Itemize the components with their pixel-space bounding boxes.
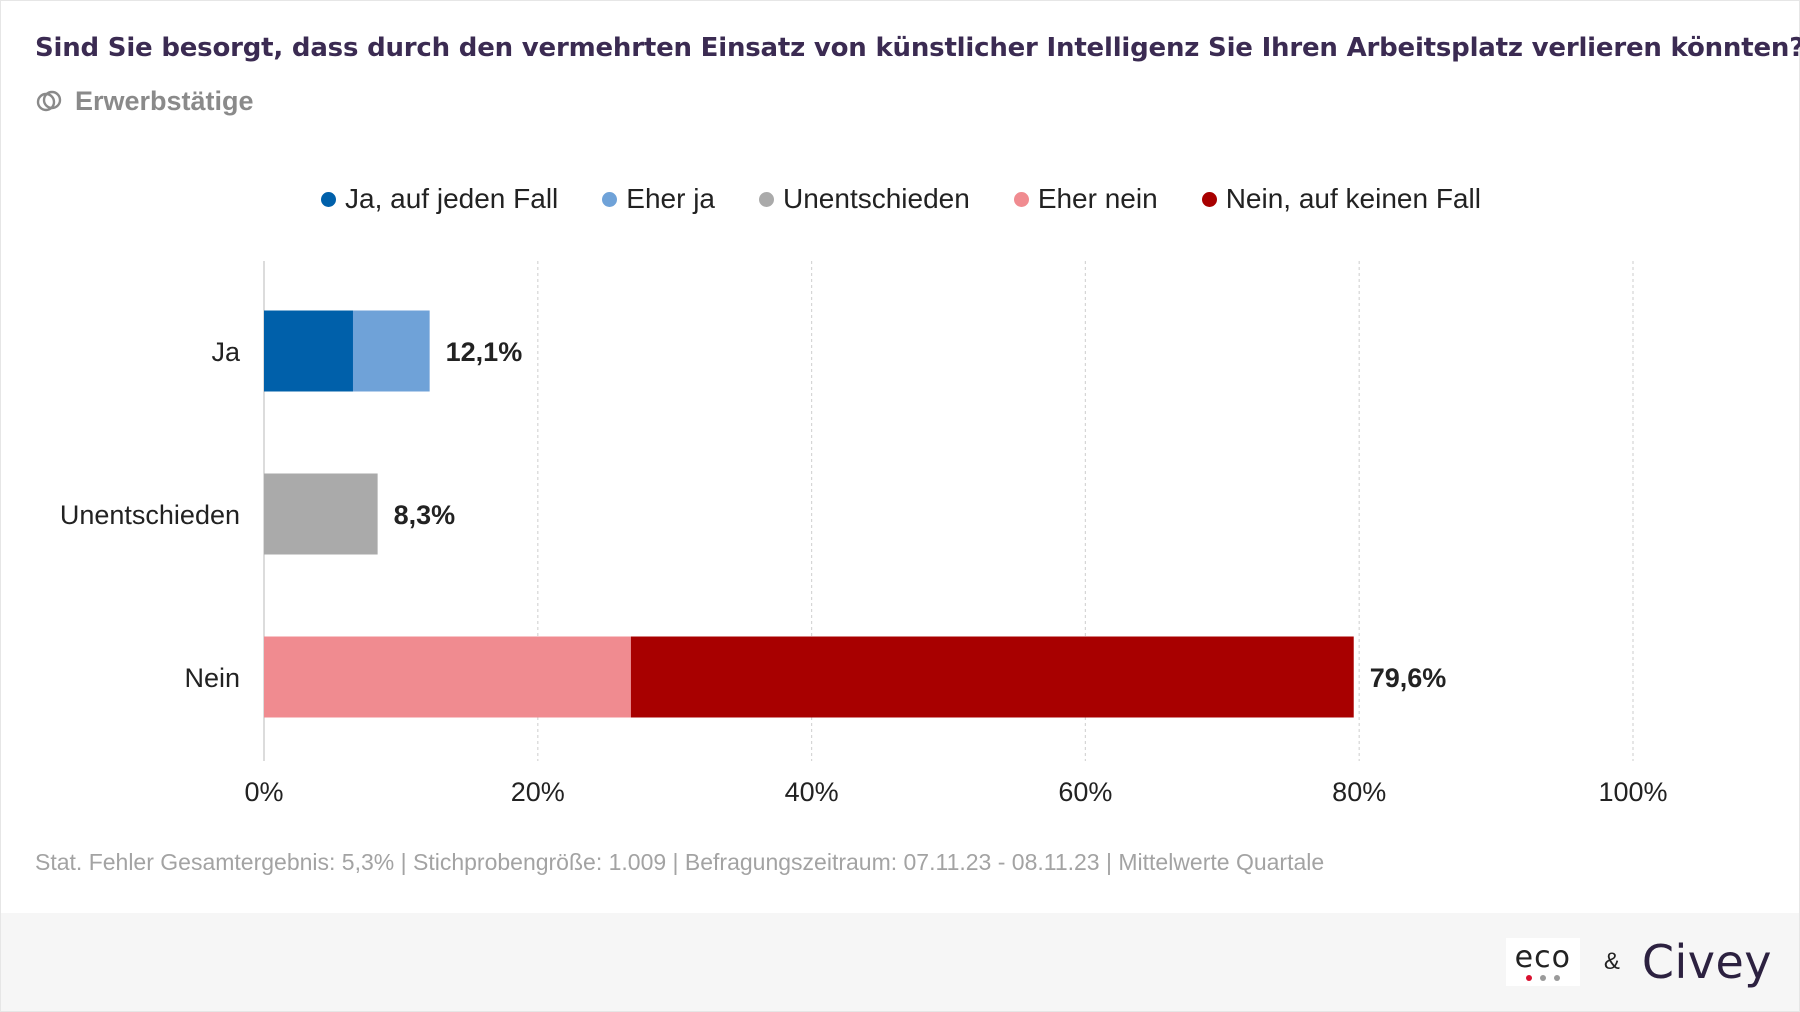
x-tick-label: 0% [244, 777, 283, 807]
x-tick-label: 60% [1058, 777, 1112, 807]
legend-label: Eher nein [1037, 183, 1158, 214]
bar-chart: 0% 20% 40% 60% 80% 100% Ja 12,1% Unentschieden 8,… [60, 261, 1668, 807]
subtitle-row: Erwerbstätige [35, 85, 254, 117]
legend-swatch [321, 191, 337, 207]
legend-swatch [1201, 191, 1217, 207]
eco-logo-text: eco [1514, 940, 1571, 975]
eco-logo-dots [1522, 975, 1564, 981]
category-label: Ja [211, 337, 241, 367]
bar-segment [630, 636, 1354, 718]
legend-label: Ja, auf jeden Fall [345, 183, 559, 214]
category-label: Nein [184, 663, 240, 693]
bar-segment [264, 636, 631, 718]
bar-segment [352, 310, 430, 392]
x-tick-label: 40% [785, 777, 839, 807]
legend-item: Nein, auf keinen Fall [1201, 183, 1481, 215]
legend-item: Eher ja [602, 183, 715, 215]
eco-logo-dot [1539, 975, 1546, 981]
eco-logo-dot [1525, 975, 1532, 981]
civey-logo: Civey [1641, 935, 1772, 989]
legend-item: Eher nein [1013, 183, 1158, 215]
legend-swatch [602, 191, 618, 207]
data-label: 12,1% [446, 337, 523, 367]
bar-segment [264, 310, 353, 392]
bar-segment [264, 473, 378, 555]
legend-label: Unentschieden [783, 183, 970, 214]
legend-swatch [759, 191, 774, 207]
x-tick-label: 80% [1332, 777, 1386, 807]
brand-ampersand: & [1603, 948, 1620, 975]
legend-item: Ja, auf jeden Fall [321, 183, 558, 215]
x-tick-label: 20% [511, 777, 565, 807]
overlapping-circles-icon [36, 90, 62, 112]
legend-item: Unentschieden [759, 183, 970, 215]
brand-footer [1, 913, 1799, 1011]
eco-logo: eco [1505, 938, 1580, 986]
x-tick-label: 100% [1598, 777, 1667, 807]
data-label: 8,3% [394, 500, 456, 530]
data-label: 79,6% [1370, 663, 1447, 693]
brand-logos: eco & Civey [1505, 934, 1772, 990]
legend-swatch [1013, 191, 1029, 207]
chart-subtitle: Erwerbstätige [75, 85, 254, 116]
chart-legend: Ja, auf jeden Fall Eher ja Unentschieden Eh… [1, 183, 1800, 215]
legend-label: Nein, auf keinen Fall [1225, 183, 1481, 214]
footnote: Stat. Fehler Gesamtergebnis: 5,3% | Stic… [35, 849, 1325, 875]
chart-title: Sind Sie besorgt, dass durch den vermehr… [35, 33, 1800, 63]
legend-label: Eher ja [626, 183, 715, 214]
category-label: Unentschieden [60, 500, 240, 530]
eco-logo-dot [1553, 975, 1560, 981]
